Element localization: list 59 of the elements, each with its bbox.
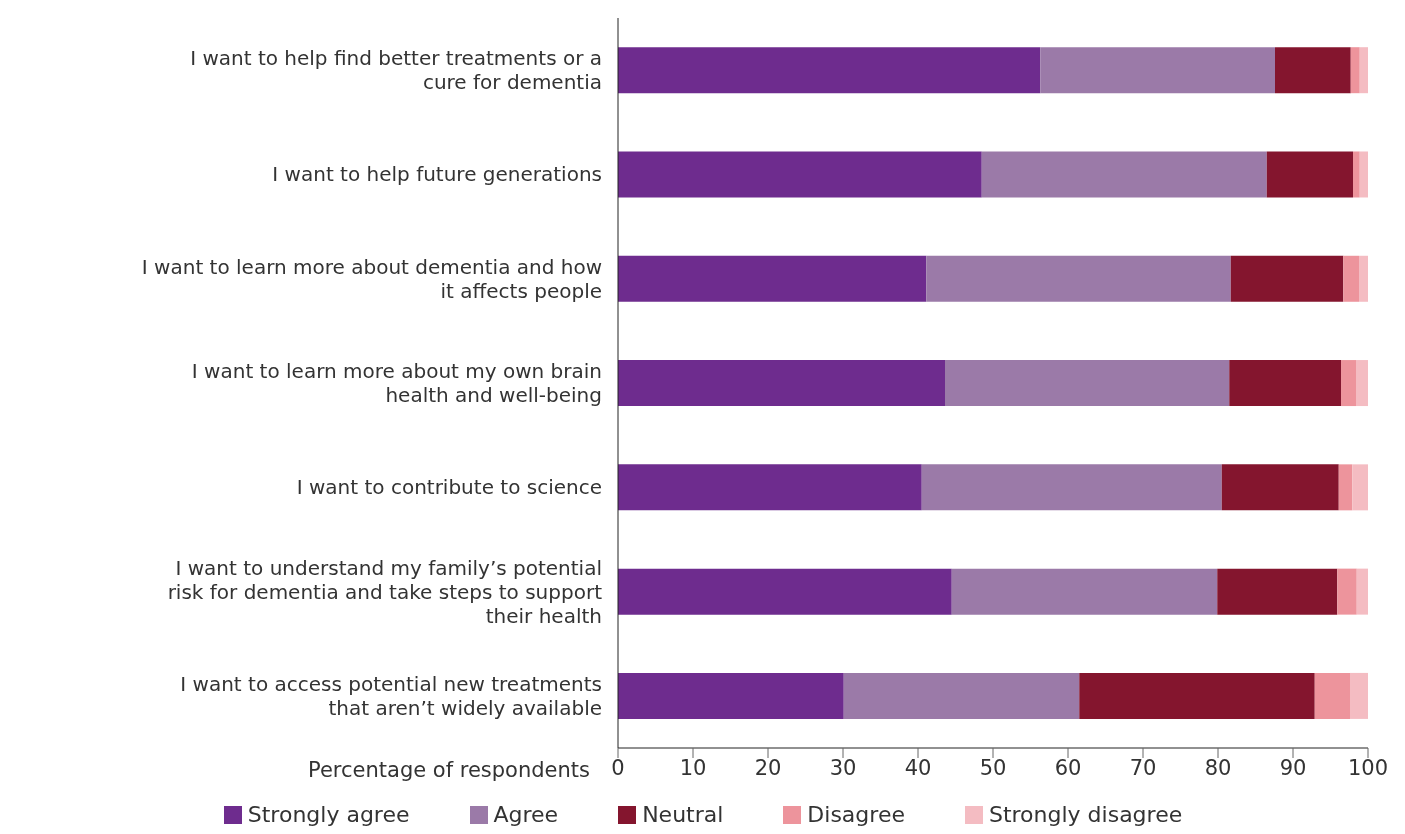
bar <box>1350 672 1368 719</box>
bar <box>618 47 1041 94</box>
bar <box>921 464 1222 511</box>
bar <box>1338 464 1353 511</box>
bar <box>1353 151 1360 198</box>
legend-label: Strongly agree <box>247 802 410 827</box>
bar <box>951 568 1218 615</box>
bar <box>1275 47 1351 94</box>
bar <box>981 151 1267 198</box>
x-tick-label: 80 <box>1204 755 1232 780</box>
bar <box>1356 568 1368 615</box>
y-tick-label: I want to contribute to science <box>296 475 602 500</box>
legend-label: Neutral <box>642 802 724 827</box>
bar <box>1040 47 1275 94</box>
bar <box>1341 360 1356 407</box>
bar <box>945 360 1230 407</box>
x-tick-label: 50 <box>979 755 1007 780</box>
x-tick-label: 100 <box>1347 755 1389 780</box>
y-tick-label: I want to learn more about dementia and how it affects people <box>141 254 602 303</box>
x-axis-title: Percentage of respondents <box>308 758 590 782</box>
x-tick-label: 60 <box>1054 755 1082 780</box>
bar <box>1217 568 1338 615</box>
x-tick-label: 0 <box>611 755 625 780</box>
bar <box>1337 568 1357 615</box>
x-tick-label: 90 <box>1279 755 1307 780</box>
bar <box>1343 255 1359 302</box>
bar <box>1221 464 1339 511</box>
bar <box>1266 151 1353 198</box>
y-tick-label: I want to learn more about my own brain health and well-being <box>191 359 602 407</box>
bar <box>618 151 982 198</box>
bar <box>1314 672 1350 719</box>
bar <box>843 672 1080 719</box>
y-tick-label: I want to understand my family’s potential risk for dementia and take steps to support their health <box>167 555 603 628</box>
bar <box>1356 360 1368 407</box>
legend-label: Disagree <box>807 802 905 827</box>
x-tick-label: 10 <box>679 755 707 780</box>
bar <box>1359 47 1368 94</box>
bar <box>1359 151 1368 198</box>
bar <box>1359 255 1368 302</box>
x-tick-label: 70 <box>1129 755 1157 780</box>
bar <box>1229 360 1341 407</box>
legend-label: Strongly disagree <box>988 802 1183 827</box>
bar <box>1352 464 1368 511</box>
legend-label: Agree <box>493 802 559 827</box>
bar <box>618 568 952 615</box>
bar <box>926 255 1231 302</box>
bar <box>618 360 945 407</box>
bar <box>618 255 927 302</box>
x-tick-label: 30 <box>829 755 857 780</box>
y-tick-label: I want to help find better treatments or a cure for dementia <box>190 46 602 95</box>
y-tick-label: I want to help future generations <box>272 162 602 187</box>
y-tick-label: I want to access potential new treatments that aren’t widely available <box>180 671 602 720</box>
bar <box>1350 47 1360 94</box>
bar <box>1079 672 1315 719</box>
bar <box>1230 255 1344 302</box>
bar <box>618 464 922 511</box>
x-tick-label: 40 <box>904 755 932 780</box>
x-tick-label: 20 <box>754 755 782 780</box>
bar <box>618 672 844 719</box>
